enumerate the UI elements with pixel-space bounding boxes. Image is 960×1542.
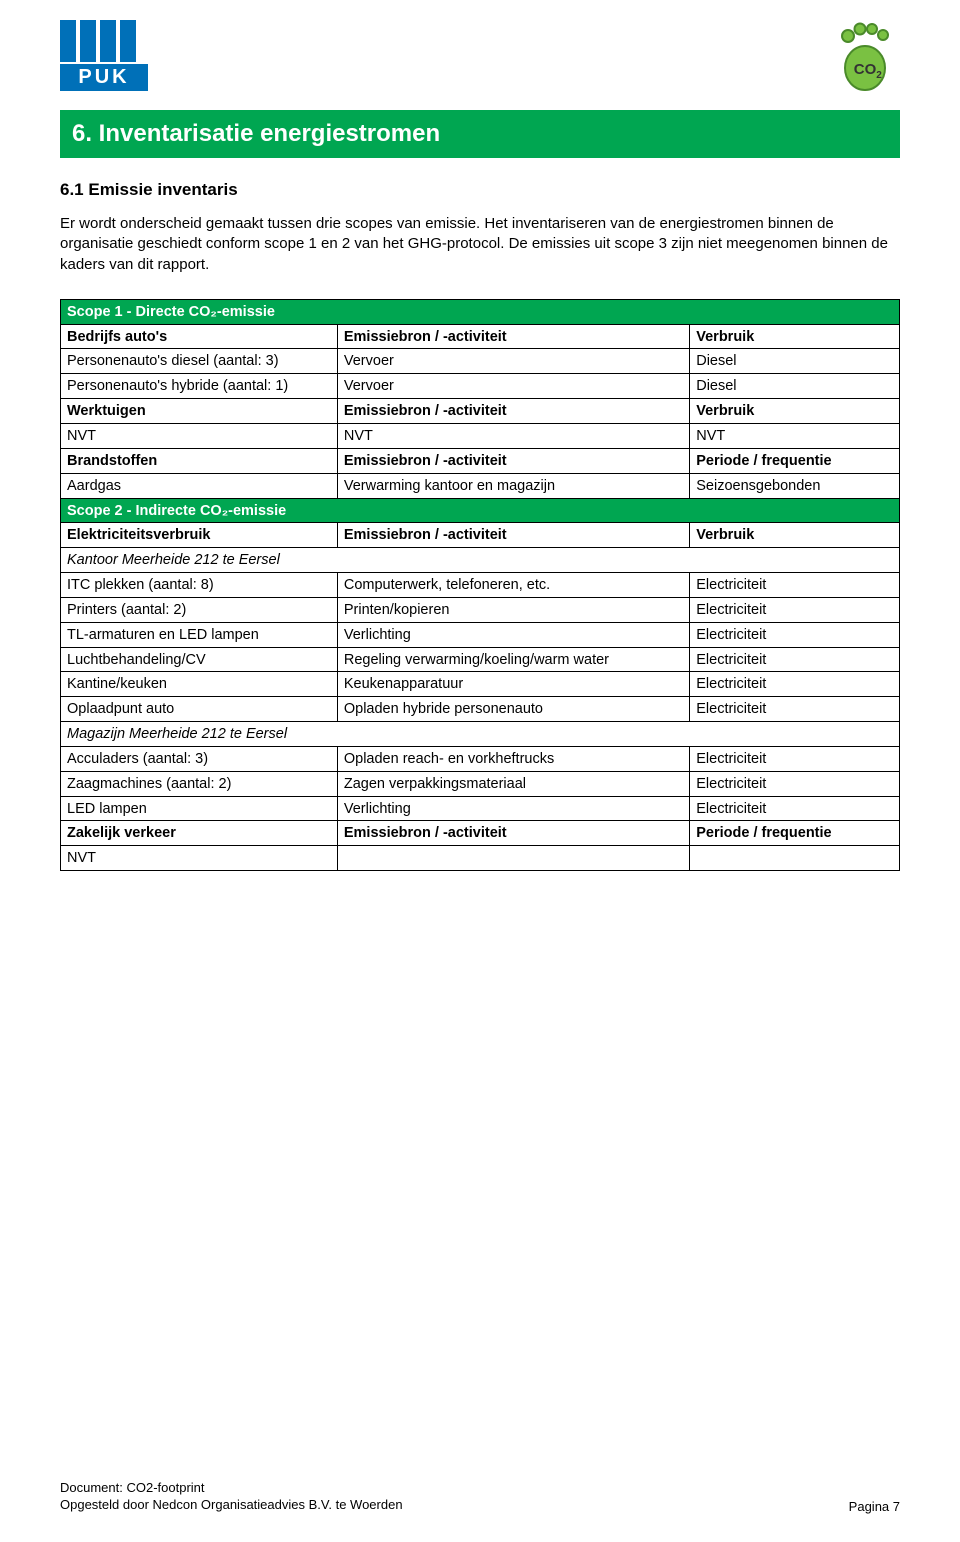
table-cell: Emissiebron / -activiteit [337, 448, 689, 473]
table-cell: Periode / frequentie [690, 821, 900, 846]
table-cell: Electriciteit [690, 746, 900, 771]
intro-paragraph: Er wordt onderscheid gemaakt tussen drie… [60, 214, 900, 275]
table-cell: Scope 2 - Indirecte CO₂-emissie [61, 498, 900, 523]
table-cell: Verbruik [690, 399, 900, 424]
table-cell: ITC plekken (aantal: 8) [61, 573, 338, 598]
table-cell: Opladen hybride personenauto [337, 697, 689, 722]
table-cell: Aardgas [61, 473, 338, 498]
table-row: Kantoor Meerheide 212 te Eersel [61, 548, 900, 573]
table-cell: NVT [337, 423, 689, 448]
table-cell: Personenauto's diesel (aantal: 3) [61, 349, 338, 374]
table-cell: Personenauto's hybride (aantal: 1) [61, 374, 338, 399]
svg-text:2: 2 [876, 70, 882, 81]
table-cell: Kantine/keuken [61, 672, 338, 697]
footer-page-number: Pagina 7 [849, 1499, 900, 1514]
table-cell: Zagen verpakkingsmateriaal [337, 771, 689, 796]
co2-footprint-logo: CO 2 [830, 20, 900, 92]
table-row: NVT [61, 846, 900, 871]
table-cell: Elektriciteitsverbruik [61, 523, 338, 548]
table-cell: Keukenapparatuur [337, 672, 689, 697]
table-cell: Printen/kopieren [337, 597, 689, 622]
table-row: Printers (aantal: 2)Printen/kopierenElec… [61, 597, 900, 622]
table-cell: Magazijn Meerheide 212 te Eersel [61, 722, 900, 747]
table-cell: Diesel [690, 349, 900, 374]
table-cell: Electriciteit [690, 672, 900, 697]
table-cell [337, 846, 689, 871]
table-cell: Zakelijk verkeer [61, 821, 338, 846]
table-cell: Brandstoffen [61, 448, 338, 473]
table-cell: Kantoor Meerheide 212 te Eersel [61, 548, 900, 573]
table-cell: Electriciteit [690, 771, 900, 796]
table-row: Bedrijfs auto'sEmissiebron / -activiteit… [61, 324, 900, 349]
section-title: 6. Inventarisatie energiestromen [60, 110, 900, 158]
table-cell: Computerwerk, telefoneren, etc. [337, 573, 689, 598]
table-cell: Electriciteit [690, 796, 900, 821]
subsection-heading: 6.1 Emissie inventaris [60, 180, 900, 200]
table-cell: NVT [61, 846, 338, 871]
table-row: TL-armaturen en LED lampenVerlichtingEle… [61, 622, 900, 647]
table-cell: Verbruik [690, 523, 900, 548]
table-cell: Oplaadpunt auto [61, 697, 338, 722]
table-cell: Diesel [690, 374, 900, 399]
table-row: Personenauto's hybride (aantal: 1)Vervoe… [61, 374, 900, 399]
table-row: ITC plekken (aantal: 8)Computerwerk, tel… [61, 573, 900, 598]
table-cell: Opladen reach- en vorkheftrucks [337, 746, 689, 771]
table-cell: Emissiebron / -activiteit [337, 324, 689, 349]
table-cell: Emissiebron / -activiteit [337, 523, 689, 548]
table-cell: Scope 1 - Directe CO₂-emissie [61, 299, 900, 324]
table-cell [690, 846, 900, 871]
table-cell: NVT [690, 423, 900, 448]
table-cell: Acculaders (aantal: 3) [61, 746, 338, 771]
header-logos: PUK CO 2 [60, 20, 900, 92]
table-cell: Emissiebron / -activiteit [337, 821, 689, 846]
table-cell: Luchtbehandeling/CV [61, 647, 338, 672]
table-cell: Electriciteit [690, 573, 900, 598]
table-row: Luchtbehandeling/CVRegeling verwarming/k… [61, 647, 900, 672]
table-cell: Periode / frequentie [690, 448, 900, 473]
emissions-table: Scope 1 - Directe CO₂-emissieBedrijfs au… [60, 299, 900, 871]
table-row: NVTNVTNVT [61, 423, 900, 448]
table-row: Zaagmachines (aantal: 2)Zagen verpakking… [61, 771, 900, 796]
table-cell: Emissiebron / -activiteit [337, 399, 689, 424]
footer-author: Opgesteld door Nedcon Organisatieadvies … [60, 1496, 403, 1514]
table-cell: Electriciteit [690, 597, 900, 622]
table-cell: Verwarming kantoor en magazijn [337, 473, 689, 498]
table-row: Zakelijk verkeerEmissiebron / -activitei… [61, 821, 900, 846]
table-row: Scope 1 - Directe CO₂-emissie [61, 299, 900, 324]
table-cell: Electriciteit [690, 647, 900, 672]
puk-logo: PUK [60, 20, 148, 90]
page-footer: Document: CO2-footprint Opgesteld door N… [60, 1479, 900, 1514]
table-row: Personenauto's diesel (aantal: 3)Vervoer… [61, 349, 900, 374]
table-row: AardgasVerwarming kantoor en magazijnSei… [61, 473, 900, 498]
table-row: Acculaders (aantal: 3)Opladen reach- en … [61, 746, 900, 771]
table-cell: Regeling verwarming/koeling/warm water [337, 647, 689, 672]
table-cell: Seizoensgebonden [690, 473, 900, 498]
table-cell: Printers (aantal: 2) [61, 597, 338, 622]
footer-document: Document: CO2-footprint [60, 1479, 403, 1497]
table-row: Magazijn Meerheide 212 te Eersel [61, 722, 900, 747]
table-cell: Electriciteit [690, 622, 900, 647]
table-cell: Bedrijfs auto's [61, 324, 338, 349]
table-cell: NVT [61, 423, 338, 448]
table-cell: Verbruik [690, 324, 900, 349]
table-row: Kantine/keukenKeukenapparatuurElectricit… [61, 672, 900, 697]
table-row: BrandstoffenEmissiebron / -activiteitPer… [61, 448, 900, 473]
table-cell: Zaagmachines (aantal: 2) [61, 771, 338, 796]
table-cell: LED lampen [61, 796, 338, 821]
table-cell: Vervoer [337, 374, 689, 399]
table-row: WerktuigenEmissiebron / -activiteitVerbr… [61, 399, 900, 424]
table-cell: TL-armaturen en LED lampen [61, 622, 338, 647]
table-row: LED lampenVerlichtingElectriciteit [61, 796, 900, 821]
table-cell: Werktuigen [61, 399, 338, 424]
table-cell: Verlichting [337, 796, 689, 821]
table-row: ElektriciteitsverbruikEmissiebron / -act… [61, 523, 900, 548]
table-cell: Electriciteit [690, 697, 900, 722]
table-row: Oplaadpunt autoOpladen hybride personena… [61, 697, 900, 722]
svg-text:CO: CO [854, 61, 877, 78]
table-cell: Verlichting [337, 622, 689, 647]
table-row: Scope 2 - Indirecte CO₂-emissie [61, 498, 900, 523]
table-cell: Vervoer [337, 349, 689, 374]
